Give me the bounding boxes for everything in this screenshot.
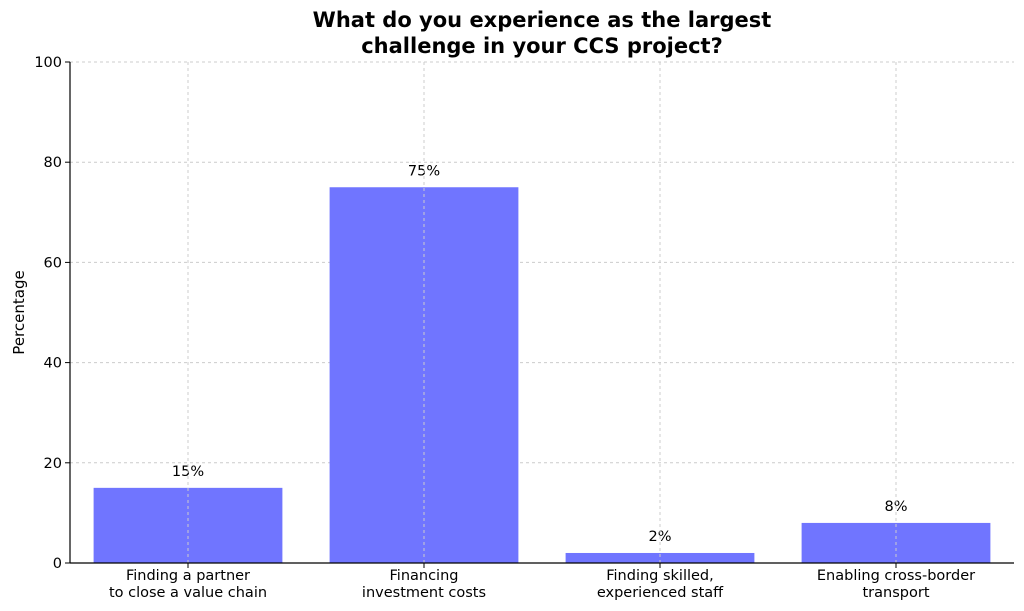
y-tick-label: 80 <box>44 155 62 171</box>
x-tick-label-3: Finding skilled, <box>606 568 714 584</box>
chart-title-line-1: What do you experience as the largest <box>313 8 772 32</box>
y-tick-label: 20 <box>44 456 62 472</box>
axes <box>69 62 1014 564</box>
chart-title-line-2: challenge in your CCS project? <box>361 34 723 58</box>
y-axis-ticks: 0 20 40 60 80 100 <box>34 55 70 572</box>
data-labels: 15%75%2%8% <box>172 62 908 563</box>
x-tick-label-3: experienced staff <box>597 585 724 601</box>
bar-3 <box>565 552 755 563</box>
x-tick-label-2: Financing <box>390 568 459 584</box>
y-tick-label: 40 <box>44 356 62 372</box>
y-tick-label: 60 <box>44 255 62 271</box>
y-tick-label: 0 <box>53 556 62 572</box>
y-axis-label: Percentage <box>10 270 28 354</box>
x-tick-label-4: Enabling cross-border <box>817 568 975 584</box>
chart-title: What do you experience as the largestcha… <box>313 8 772 58</box>
x-tick-label-2: investment costs <box>362 585 486 601</box>
x-tick-label-1: Finding a partner <box>126 568 250 584</box>
x-tick-label-4: transport <box>863 585 930 601</box>
y-tick-label: 100 <box>34 55 62 71</box>
bars <box>93 187 991 563</box>
x-tick-label-1: to close a value chain <box>109 585 267 601</box>
